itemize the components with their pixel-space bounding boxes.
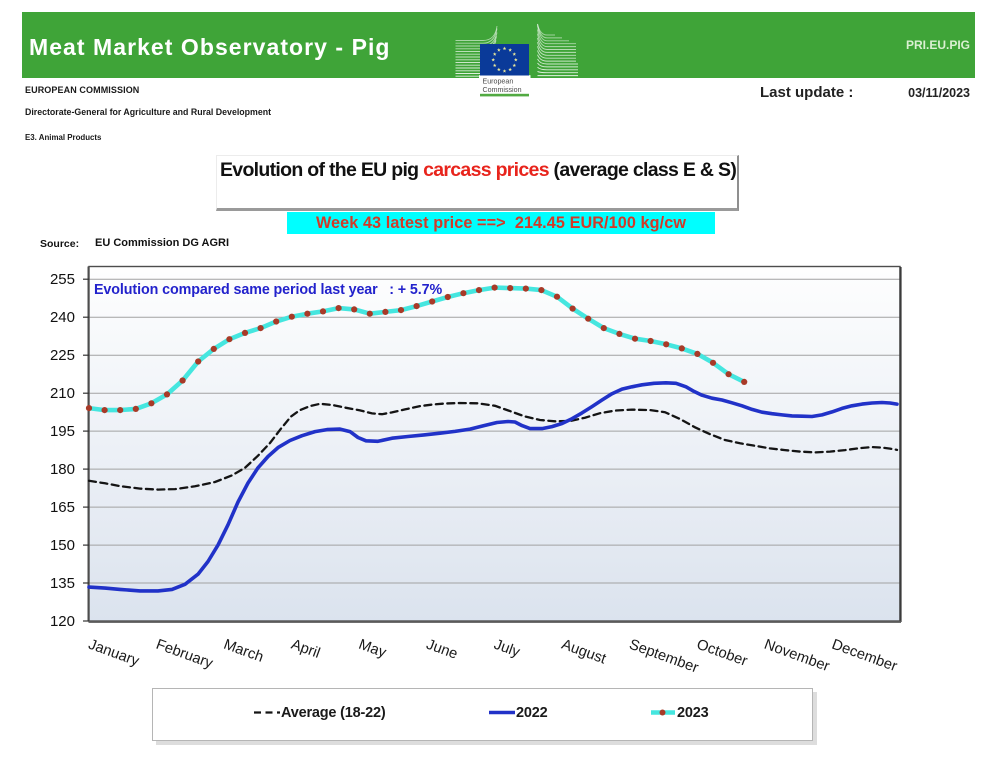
svg-text:195: 195 (50, 423, 75, 440)
svg-text:135: 135 (50, 575, 75, 592)
svg-text:May: May (356, 637, 388, 662)
svg-text:August: August (559, 637, 608, 668)
svg-text:255: 255 (50, 271, 75, 288)
svg-text:January: January (86, 637, 142, 670)
svg-text:July: July (492, 637, 523, 661)
svg-text:150: 150 (50, 537, 75, 554)
svg-text:European: European (483, 78, 514, 86)
svg-text:November: November (762, 637, 832, 675)
svg-text:February: February (154, 637, 216, 672)
svg-text:April: April (289, 637, 322, 662)
svg-text:June: June (424, 637, 460, 663)
svg-text:210: 210 (50, 385, 75, 402)
svg-text:Commission: Commission (483, 86, 522, 94)
svg-text:120: 120 (50, 613, 75, 630)
svg-text:165: 165 (50, 499, 75, 516)
svg-text:September: September (627, 637, 701, 677)
svg-text:March: March (221, 637, 265, 666)
svg-text:180: 180 (50, 461, 75, 478)
svg-text:December: December (830, 637, 900, 675)
svg-text:Evolution compared same period: Evolution compared same period last year… (94, 282, 442, 298)
svg-text:225: 225 (50, 347, 75, 364)
svg-text:October: October (694, 637, 749, 670)
svg-text:240: 240 (50, 309, 75, 326)
